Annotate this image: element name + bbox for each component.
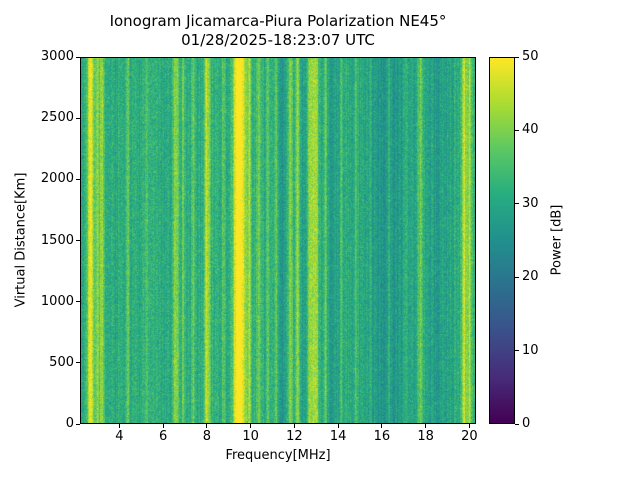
heatmap-canvas bbox=[81, 58, 475, 423]
colorbar-tick-label: 20 bbox=[522, 269, 539, 285]
x-tick-label: 18 bbox=[417, 429, 434, 444]
colorbar-tick-mark bbox=[515, 203, 519, 205]
x-tick-mark bbox=[206, 424, 208, 428]
chart-title-line2: 01/28/2025-18:23:07 UTC bbox=[181, 31, 375, 49]
x-tick-mark bbox=[468, 424, 470, 428]
colorbar-tick-label: 0 bbox=[522, 416, 531, 431]
y-tick-mark bbox=[76, 423, 80, 425]
y-tick-label: 0 bbox=[65, 416, 74, 431]
colorbar-tick-mark bbox=[515, 350, 519, 352]
y-tick-label: 2000 bbox=[40, 171, 74, 187]
y-tick-mark bbox=[76, 117, 80, 119]
colorbar-tick-label: 40 bbox=[522, 122, 539, 138]
y-tick-mark bbox=[76, 362, 80, 364]
colorbar-label: Power [dB] bbox=[549, 204, 565, 276]
y-tick-mark bbox=[76, 56, 80, 58]
x-tick-mark bbox=[250, 424, 252, 428]
colorbar bbox=[489, 57, 515, 424]
x-axis-label: Frequency[MHz] bbox=[225, 448, 331, 463]
heatmap-plot bbox=[80, 57, 476, 424]
y-tick-label: 1500 bbox=[40, 232, 74, 248]
y-tick-label: 500 bbox=[49, 354, 74, 370]
y-tick-mark bbox=[76, 178, 80, 180]
colorbar-tick-mark bbox=[515, 423, 519, 425]
y-tick-mark bbox=[76, 301, 80, 303]
x-tick-mark bbox=[337, 424, 339, 428]
x-tick-label: 4 bbox=[115, 429, 124, 444]
x-tick-label: 20 bbox=[461, 429, 478, 444]
x-tick-label: 12 bbox=[286, 429, 303, 444]
x-tick-mark bbox=[162, 424, 164, 428]
y-tick-label: 1000 bbox=[40, 293, 74, 309]
chart-title: Ionogram Jicamarca-Piura Polarization NE… bbox=[80, 12, 476, 50]
chart-title-line1: Ionogram Jicamarca-Piura Polarization NE… bbox=[109, 12, 447, 30]
x-tick-label: 14 bbox=[329, 429, 347, 444]
y-axis-label: Virtual Distance[Km] bbox=[13, 172, 29, 308]
x-tick-label: 8 bbox=[202, 429, 212, 444]
colorbar-tick-mark bbox=[515, 276, 519, 278]
x-tick-mark bbox=[381, 424, 383, 428]
x-tick-mark bbox=[425, 424, 427, 428]
y-tick-label: 2500 bbox=[40, 110, 74, 126]
x-tick-label: 16 bbox=[373, 429, 391, 444]
x-tick-mark bbox=[118, 424, 120, 428]
x-tick-label: 10 bbox=[242, 429, 259, 444]
y-tick-mark bbox=[76, 240, 80, 241]
y-tick-label: 3000 bbox=[40, 49, 74, 64]
colorbar-tick-label: 30 bbox=[522, 195, 539, 211]
colorbar-tick-label: 10 bbox=[522, 342, 539, 358]
colorbar-canvas bbox=[490, 58, 514, 423]
x-tick-label: 6 bbox=[158, 429, 168, 444]
colorbar-tick-label: 50 bbox=[522, 49, 539, 64]
colorbar-tick-mark bbox=[515, 56, 519, 58]
x-tick-mark bbox=[293, 424, 295, 428]
colorbar-tick-mark bbox=[515, 129, 519, 131]
